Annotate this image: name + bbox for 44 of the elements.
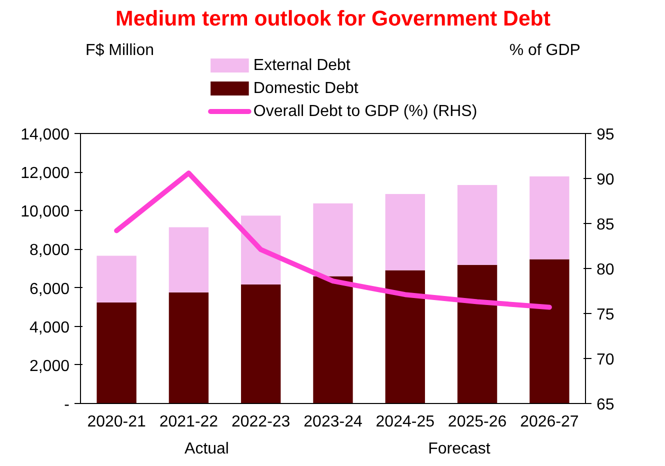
bar <box>168 292 209 404</box>
bar <box>241 284 281 404</box>
bar <box>313 203 353 276</box>
y2-tick-label: 85 <box>596 216 614 234</box>
bar <box>457 184 498 265</box>
y2-tick-label: 65 <box>596 396 614 414</box>
legend-label: Domestic Debt <box>253 80 359 97</box>
legend-label: Overall Debt to GDP (%) (RHS) <box>253 103 478 120</box>
x-tick-label: 2020-21 <box>87 414 146 430</box>
x-tick-label: 2025-26 <box>448 414 507 430</box>
legend-label: External Debt <box>253 57 351 74</box>
y2-tick-label: 90 <box>596 172 614 188</box>
y-tick-label: 10,000 <box>20 204 70 221</box>
y-tick-label: 12,000 <box>20 165 70 182</box>
bar <box>385 270 425 404</box>
bar <box>96 256 136 302</box>
y-tick-label: 14,000 <box>20 126 70 144</box>
y2-axis-title: % of GDP <box>509 42 580 59</box>
y-tick-label: 6,000 <box>29 280 70 298</box>
y2-tick-label: 95 <box>596 126 614 144</box>
y-tick-label: 2,000 <box>29 358 70 375</box>
y-tick-label: - <box>64 396 70 414</box>
y2-tick-label: 75 <box>596 306 614 324</box>
bar <box>241 216 281 285</box>
x-tick-label: 2024-25 <box>376 414 435 430</box>
bar <box>385 194 425 270</box>
y2-tick-label: 70 <box>596 352 614 368</box>
x-tick-label: 2022-23 <box>232 414 290 430</box>
text: Actual <box>184 440 229 458</box>
text: Forecast <box>428 440 491 458</box>
x-tick-label: 2021-22 <box>159 414 218 430</box>
x-tick-label: 2026-27 <box>520 414 579 430</box>
bar <box>168 227 209 292</box>
y-axis-title: F$ Million <box>86 42 154 59</box>
bar <box>96 302 136 404</box>
y2-tick-label: 80 <box>596 262 614 278</box>
bar <box>530 259 570 404</box>
bar <box>313 276 353 404</box>
y-tick-label: 8,000 <box>29 242 70 260</box>
bar <box>457 264 498 404</box>
x-tick-label: 2023-24 <box>304 414 362 430</box>
chart-title: Medium term outlook for Government Debt <box>116 6 550 30</box>
y-tick-label: 4,000 <box>29 319 70 336</box>
bar <box>530 176 570 260</box>
